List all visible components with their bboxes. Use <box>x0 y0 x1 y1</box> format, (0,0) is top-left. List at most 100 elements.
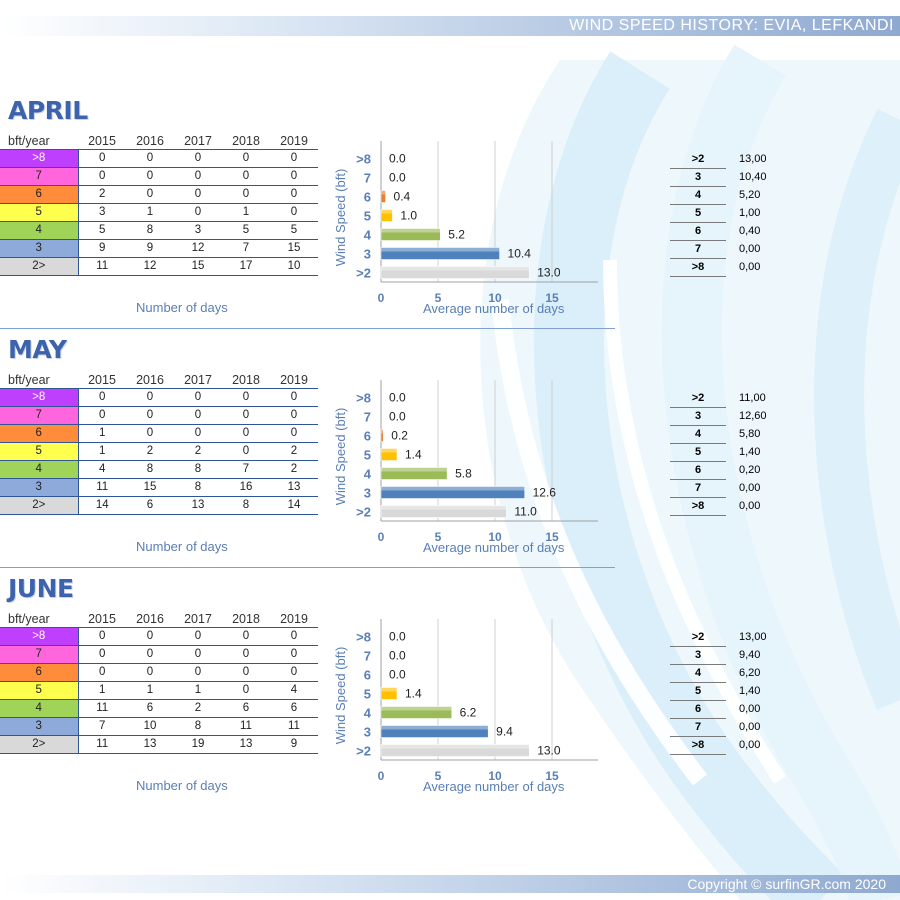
avg-axis-label: Average number of days <box>423 540 565 555</box>
bft-level-cell: >8 <box>0 388 79 407</box>
data-label: 10.4 <box>508 247 532 261</box>
day-count-cell: 7 <box>78 717 126 736</box>
avg-value-cell: 1,40 <box>739 685 761 697</box>
table-row: 7 0,00 <box>670 240 789 259</box>
days-table: bft/year 2015 2016 2017 2018 2019 >8 0 0 0 0 0 7 0 0 0 0… <box>0 132 318 276</box>
day-count-cell: 0 <box>222 681 270 700</box>
day-count-cell: 11 <box>222 717 270 736</box>
day-count-cell: 0 <box>126 185 174 204</box>
table-row: >8 0,00 <box>670 736 789 755</box>
x-tick-label: 0 <box>378 769 385 783</box>
days-table: bft/year 2015 2016 2017 2018 2019 >8 0 0 0 0 0 7 0 0 0 0… <box>0 371 318 515</box>
bar <box>380 486 525 499</box>
year-header: 2019 <box>270 132 318 150</box>
avg-value-cell: 1,00 <box>739 207 761 219</box>
x-tick-label: 5 <box>435 530 442 544</box>
year-header: 2017 <box>174 132 222 150</box>
day-count-cell: 6 <box>126 699 174 718</box>
days-axis-label: Number of days <box>136 778 228 793</box>
day-count-cell: 1 <box>222 203 270 222</box>
avg-value-cell: 0,00 <box>739 703 761 715</box>
category-tick-label: 4 <box>364 467 372 482</box>
table-header-row: bft/year 2015 2016 2017 2018 2019 <box>0 371 318 389</box>
day-count-cell: 1 <box>78 442 126 461</box>
day-count-cell: 15 <box>174 257 222 276</box>
day-count-cell: 14 <box>78 496 126 515</box>
bar-highlight <box>381 266 530 271</box>
month-title: APRIL <box>8 96 88 125</box>
bar <box>380 266 530 279</box>
bar-highlight <box>381 706 452 711</box>
bft-key-cell: >2 <box>670 151 726 169</box>
table-row: 3 12,60 <box>670 407 789 426</box>
table-row: 2> 11 13 19 13 9 <box>0 735 318 754</box>
day-count-cell: 0 <box>174 406 222 425</box>
bft-key-cell: 5 <box>670 204 726 223</box>
bft-level-cell: 3 <box>0 717 79 736</box>
day-count-cell: 12 <box>126 257 174 276</box>
bar <box>380 190 386 203</box>
bar-highlight <box>381 505 507 510</box>
bar-highlight <box>381 209 393 214</box>
avg-days-chart: >8 0.0 7 0.0 6 0.0 5 1.4 4 6.2 3 9.4 >2 13.0 0 5 10 15 Win… <box>333 619 598 783</box>
table-row: >8 0 0 0 0 0 <box>0 388 318 407</box>
bft-level-cell: 6 <box>0 663 79 682</box>
day-count-cell: 0 <box>126 167 174 186</box>
day-count-cell: 8 <box>174 717 222 736</box>
bft-key-cell: 6 <box>670 222 726 241</box>
category-tick-label: 4 <box>364 228 372 243</box>
bft-key-cell: >8 <box>670 736 726 755</box>
avg-value-cell: 0,40 <box>739 225 761 237</box>
bar <box>380 725 489 738</box>
day-count-cell: 0 <box>222 388 270 407</box>
day-count-cell: 2 <box>78 185 126 204</box>
year-header: 2015 <box>78 610 126 628</box>
days-axis-label: Number of days <box>136 539 228 554</box>
day-count-cell: 4 <box>270 681 318 700</box>
day-count-cell: 0 <box>78 627 126 646</box>
day-count-cell: 1 <box>126 681 174 700</box>
day-count-cell: 0 <box>222 627 270 646</box>
day-count-cell: 13 <box>222 735 270 754</box>
day-count-cell: 13 <box>126 735 174 754</box>
x-tick-label: 10 <box>488 769 502 783</box>
bft-key-cell: >8 <box>670 497 726 516</box>
bft-key-cell: >2 <box>670 390 726 408</box>
day-count-cell: 8 <box>174 460 222 479</box>
section-divider <box>0 328 615 329</box>
day-count-cell: 0 <box>270 424 318 443</box>
day-count-cell: 0 <box>174 645 222 664</box>
year-header: 2019 <box>270 371 318 389</box>
table-row: >8 0,00 <box>670 497 789 516</box>
day-count-cell: 0 <box>270 388 318 407</box>
day-count-cell: 0 <box>222 149 270 168</box>
day-count-cell: 15 <box>270 239 318 258</box>
category-tick-label: >8 <box>356 152 371 167</box>
table-row: 5 1,40 <box>670 443 789 462</box>
day-count-cell: 0 <box>78 167 126 186</box>
bar-highlight <box>381 448 397 453</box>
bft-key-cell: >2 <box>670 629 726 647</box>
avg-value-cell: 12,60 <box>739 410 767 422</box>
bar <box>380 448 398 461</box>
bar-highlight <box>381 429 384 434</box>
day-count-cell: 6 <box>270 699 318 718</box>
day-count-cell: 7 <box>222 460 270 479</box>
year-header: 2015 <box>78 132 126 150</box>
day-count-cell: 0 <box>126 645 174 664</box>
table-row: 7 0,00 <box>670 718 789 737</box>
data-label: 0.4 <box>394 190 411 204</box>
day-count-cell: 0 <box>222 663 270 682</box>
day-count-cell: 8 <box>126 221 174 240</box>
category-tick-label: 6 <box>364 668 371 683</box>
bar <box>380 687 398 700</box>
bar <box>380 228 441 241</box>
avg-value-cell: 0,00 <box>739 243 761 255</box>
data-label: 0.2 <box>391 429 408 443</box>
category-tick-label: 6 <box>364 429 371 444</box>
day-count-cell: 1 <box>78 424 126 443</box>
bar <box>380 505 507 518</box>
